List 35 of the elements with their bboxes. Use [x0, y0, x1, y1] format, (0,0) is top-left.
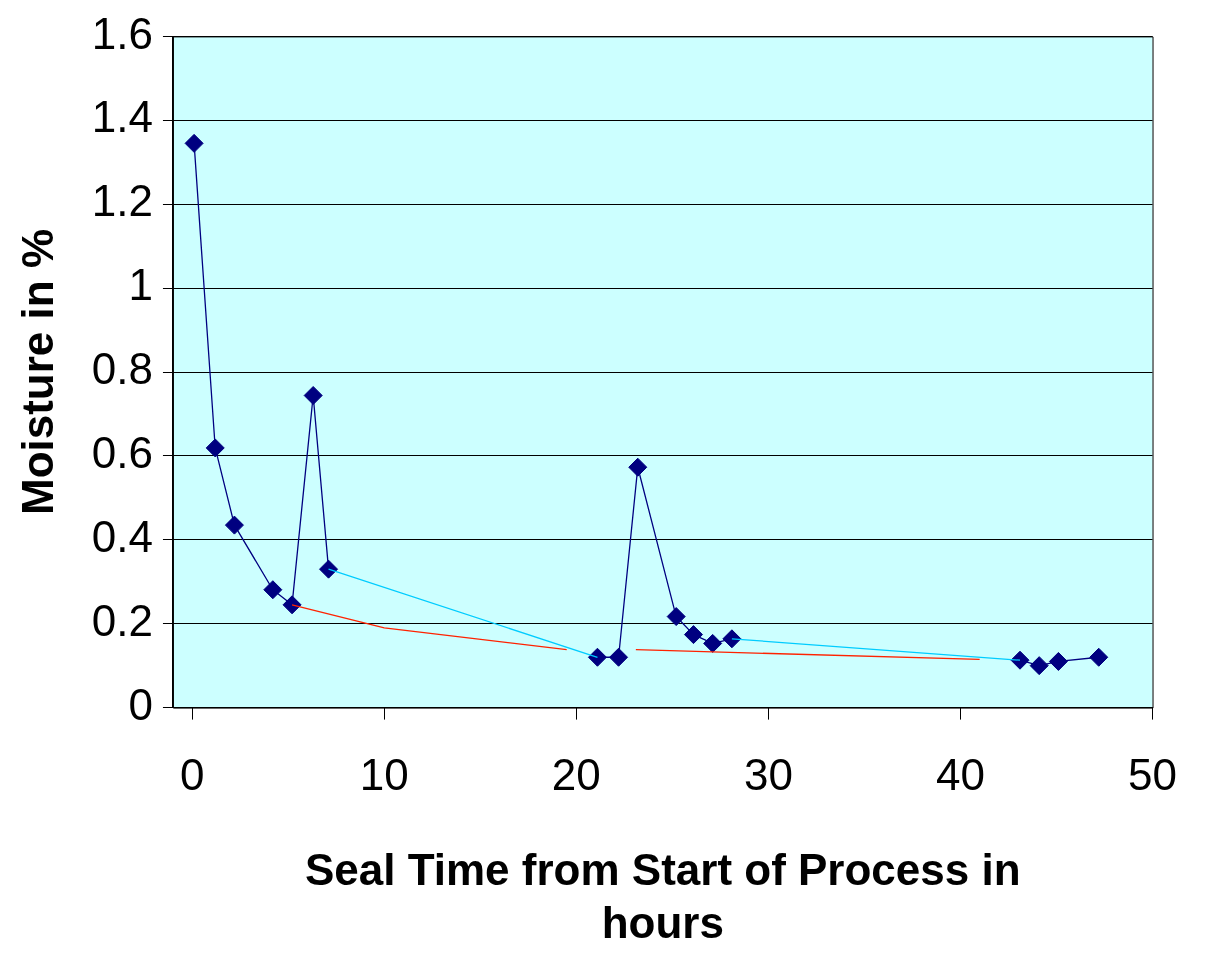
x-tick-label: 0	[179, 750, 205, 800]
x-axis-title: Seal Time from Start of Process in hours	[304, 844, 1021, 947]
point	[224, 515, 244, 535]
x-tick-label: 10	[359, 750, 409, 800]
point	[1089, 647, 1109, 667]
point	[722, 629, 742, 649]
point	[609, 647, 629, 667]
y-tick-label: 1.4	[91, 92, 153, 142]
point	[683, 625, 703, 645]
x-tick-label: 30	[743, 750, 793, 800]
x-tick-label: 50	[1128, 750, 1178, 800]
y-tick-label: 1.6	[91, 8, 153, 58]
y-tick-label: 0.6	[91, 428, 153, 478]
point	[319, 559, 339, 579]
point	[184, 133, 204, 153]
y-tick-label: 1	[128, 260, 153, 310]
y-tick-label: 1.2	[91, 176, 153, 226]
point	[263, 580, 283, 600]
point	[703, 633, 723, 653]
y-tick-label: 0	[128, 679, 153, 729]
x-tick-label: 40	[935, 750, 985, 800]
x-tick-label: 20	[551, 750, 601, 800]
point	[282, 595, 302, 615]
point	[1048, 651, 1068, 671]
point	[205, 438, 225, 458]
point	[587, 647, 607, 667]
point	[628, 457, 648, 477]
point	[666, 607, 686, 627]
y-axis-title: Moisture in %	[12, 228, 62, 516]
point	[1029, 656, 1049, 676]
y-tick-label: 0.2	[91, 595, 153, 645]
point	[303, 385, 323, 405]
point	[1010, 650, 1030, 670]
y-tick-label: 0.8	[91, 344, 153, 394]
y-tick-label: 0.4	[91, 511, 153, 561]
